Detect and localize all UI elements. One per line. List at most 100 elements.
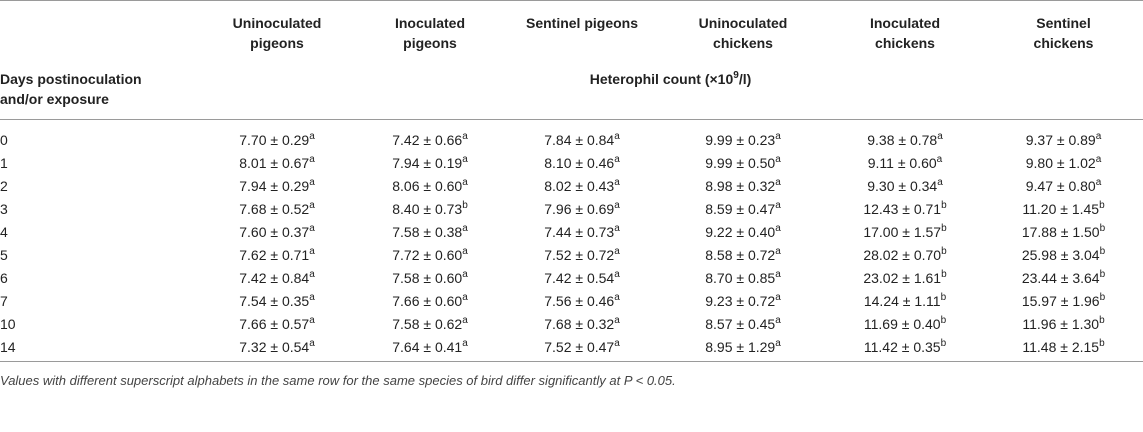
day-cell: 5 <box>0 247 8 263</box>
significance-letter: a <box>462 154 468 165</box>
significance-letter: a <box>614 200 620 211</box>
significance-letter: b <box>462 200 468 211</box>
value-text: 8.10 ± 0.46 <box>544 155 615 171</box>
value-cell: 11.42 ± 0.35b <box>826 336 984 362</box>
value-cell: 7.42 ± 0.66a <box>356 120 504 153</box>
value-text: 7.94 ± 0.19 <box>392 155 463 171</box>
significance-letter: b <box>1099 269 1106 280</box>
value-text: 9.37 ± 0.89 <box>1025 131 1096 148</box>
significance-letter: a <box>614 269 620 280</box>
significance-letter: a <box>462 246 468 257</box>
value-text: 17.00 ± 1.57 <box>863 224 942 240</box>
value-cell: 7.42 ± 0.54a <box>504 267 660 290</box>
value-text: 7.62 ± 0.71 <box>239 247 310 263</box>
value-text: 9.99 ± 0.50 <box>705 155 776 171</box>
significance-letter: a <box>462 130 468 142</box>
significance-letter: b <box>941 200 947 211</box>
significance-letter: a <box>775 154 781 165</box>
value-text: 12.43 ± 0.71 <box>863 201 942 217</box>
value-cell: 8.58 ± 0.72a <box>660 244 826 267</box>
table-row: 4 7.60 ± 0.37a 7.58 ± 0.38a 7.44 ± 0.73a 9.2… <box>0 221 1143 244</box>
significance-letter: a <box>462 292 468 303</box>
significance-letter: a <box>775 292 781 303</box>
table-row: 6 7.42 ± 0.84a 7.58 ± 0.60a 7.42 ± 0.54a 8.7… <box>0 267 1143 290</box>
value-text: 7.60 ± 0.37 <box>239 224 310 240</box>
value-cell: 23.44 ± 3.64b <box>984 267 1143 290</box>
day-cell: 2 <box>0 178 8 194</box>
value-cell: 15.97 ± 1.96b <box>984 290 1143 313</box>
significance-letter: a <box>309 292 315 303</box>
day-cell: 1 <box>0 155 8 171</box>
value-text: 9.80 ± 1.02 <box>1025 155 1096 171</box>
significance-letter: a <box>775 177 781 188</box>
significance-letter: b <box>1099 246 1106 257</box>
value-cell: 17.00 ± 1.57b <box>826 221 984 244</box>
value-cell: 7.84 ± 0.84a <box>504 120 660 153</box>
significance-letter: b <box>940 315 947 326</box>
significance-letter: a <box>614 315 620 326</box>
value-text: 7.52 ± 0.47 <box>544 339 615 355</box>
significance-letter: b <box>1099 292 1106 303</box>
value-cell: 25.98 ± 3.04b <box>984 244 1143 267</box>
value-cell: 7.32 ± 0.54a <box>198 336 356 362</box>
heterophil-table: Uninoculated pigeons Inoculated pigeons Se… <box>0 0 1143 362</box>
value-text: 7.66 ± 0.57 <box>239 316 310 332</box>
significance-letter: a <box>462 177 468 188</box>
significance-letter: a <box>1095 130 1102 142</box>
day-cell: 7 <box>0 293 8 309</box>
value-cell: 8.06 ± 0.60a <box>356 175 504 198</box>
value-cell: 8.02 ± 0.43a <box>504 175 660 198</box>
value-text: 17.88 ± 1.50 <box>1021 224 1100 240</box>
value-cell: 9.99 ± 0.23a <box>660 120 826 153</box>
significance-letter: a <box>775 315 781 326</box>
value-text: 11.20 ± 1.45 <box>1022 201 1100 217</box>
value-cell: 11.96 ± 1.30b <box>984 313 1143 336</box>
significance-letter: a <box>462 269 468 280</box>
table-row: 14 7.32 ± 0.54a 7.64 ± 0.41a 7.52 ± 0.47a 8.… <box>0 336 1143 362</box>
value-text: 8.98 ± 0.32 <box>705 178 776 194</box>
value-cell: 7.52 ± 0.47a <box>504 336 660 362</box>
value-cell: 12.43 ± 0.71b <box>826 198 984 221</box>
value-cell: 8.59 ± 0.47a <box>660 198 826 221</box>
value-cell: 7.66 ± 0.57a <box>198 313 356 336</box>
value-text: 9.30 ± 0.34 <box>867 178 938 194</box>
value-cell: 8.95 ± 1.29a <box>660 336 826 362</box>
value-text: 8.70 ± 0.85 <box>705 270 776 286</box>
column-header-sentinel-pigeons: Sentinel pigeons <box>504 0 660 61</box>
value-cell: 9.22 ± 0.40a <box>660 221 826 244</box>
value-cell: 7.68 ± 0.52a <box>198 198 356 221</box>
significance-letter: a <box>775 269 781 280</box>
significance-letter: b <box>1099 315 1105 326</box>
value-cell: 9.23 ± 0.72a <box>660 290 826 313</box>
table-row: 3 7.68 ± 0.52a 8.40 ± 0.73b 7.96 ± 0.69a 8.5… <box>0 198 1143 221</box>
value-cell: 7.72 ± 0.60a <box>356 244 504 267</box>
column-header-row: Uninoculated pigeons Inoculated pigeons Se… <box>0 0 1143 61</box>
table-body: 0 7.70 ± 0.29a 7.42 ± 0.66a 7.84 ± 0.84a 9.9… <box>0 120 1143 362</box>
significance-letter: a <box>309 269 315 280</box>
value-cell: 9.30 ± 0.34a <box>826 175 984 198</box>
value-cell: 7.94 ± 0.19a <box>356 152 504 175</box>
significance-letter: a <box>614 338 620 349</box>
value-cell: 17.88 ± 1.50b <box>984 221 1143 244</box>
value-text: 8.58 ± 0.72 <box>705 247 776 263</box>
value-cell: 8.98 ± 0.32a <box>660 175 826 198</box>
value-cell: 7.44 ± 0.73a <box>504 221 660 244</box>
value-cell: 7.58 ± 0.38a <box>356 221 504 244</box>
value-text: 7.68 ± 0.52 <box>239 201 310 217</box>
table-row: 2 7.94 ± 0.29a 8.06 ± 0.60a 8.02 ± 0.43a 8.9… <box>0 175 1143 198</box>
column-header-inoculated-chickens: Inoculated chickens <box>826 0 984 61</box>
significance-letter: a <box>309 154 315 165</box>
column-header-uninoculated-pigeons: Uninoculated pigeons <box>198 0 356 61</box>
significance-letter: a <box>775 223 781 234</box>
value-cell: 11.20 ± 1.45b <box>984 198 1143 221</box>
value-text: 7.68 ± 0.32 <box>544 316 615 332</box>
value-cell: 8.01 ± 0.67a <box>198 152 356 175</box>
value-text: 8.95 ± 1.29 <box>705 339 776 355</box>
table-row: 10 7.66 ± 0.57a 7.58 ± 0.62a 7.68 ± 0.32a 8.… <box>0 313 1143 336</box>
significance-letter: b <box>941 246 947 257</box>
value-cell: 7.54 ± 0.35a <box>198 290 356 313</box>
significance-letter: a <box>775 200 781 211</box>
significance-letter: a <box>309 338 315 349</box>
value-cell: 7.68 ± 0.32a <box>504 313 660 336</box>
value-cell: 9.37 ± 0.89a <box>984 120 1143 153</box>
